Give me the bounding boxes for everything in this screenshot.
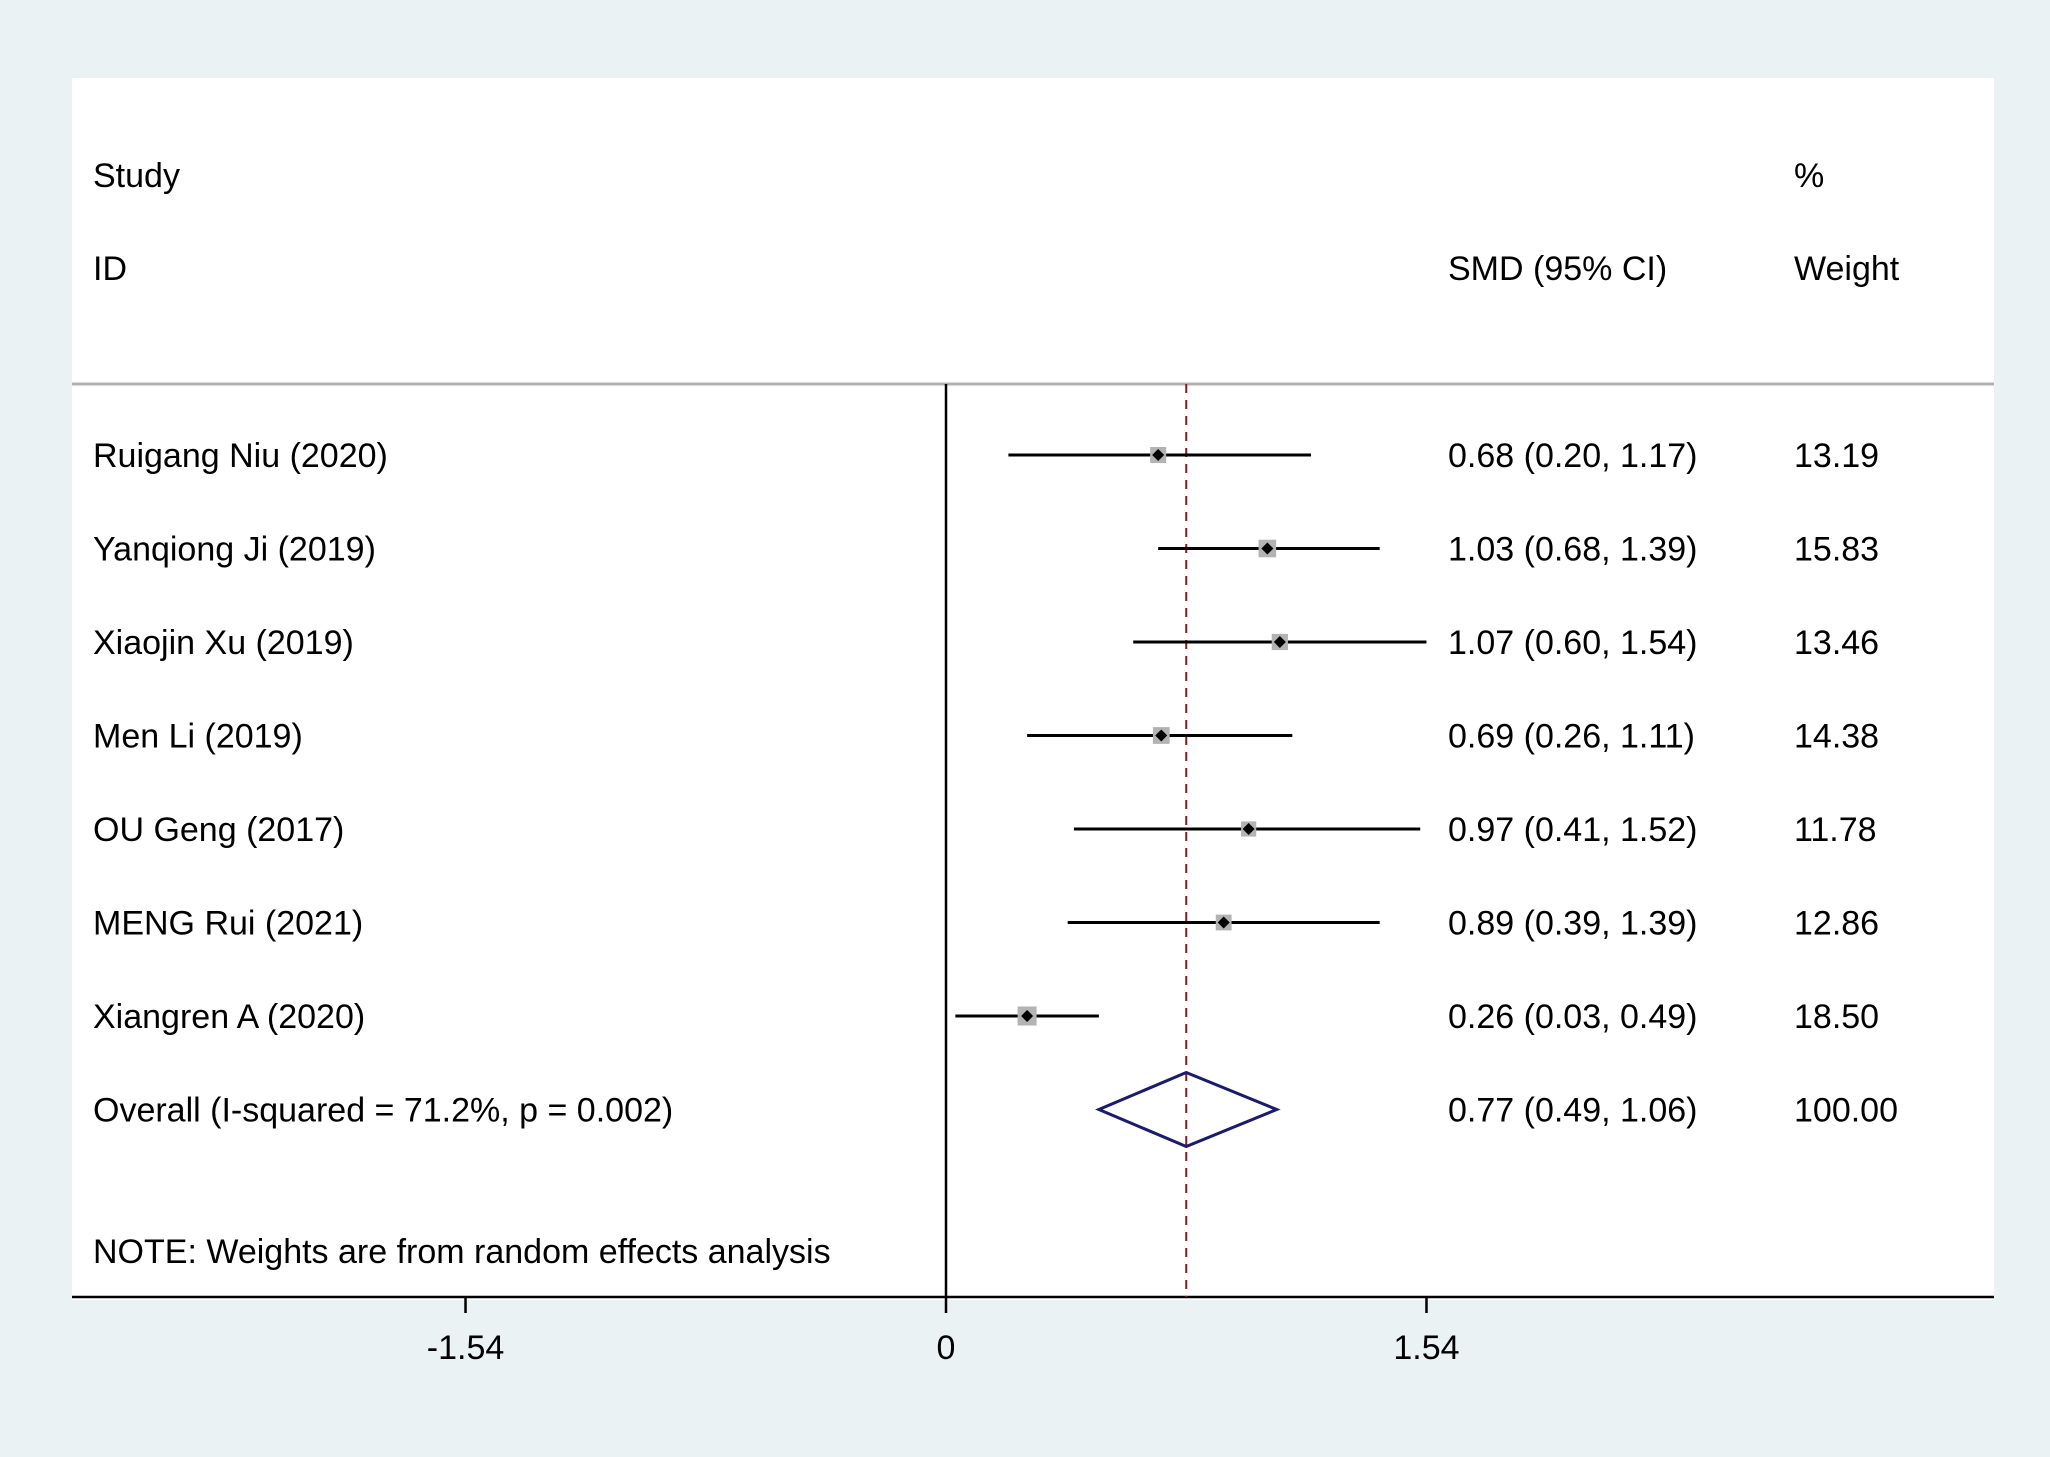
x-tick-label: -1.54 [427, 1329, 505, 1367]
study-weight-text: 18.50 [1794, 998, 1879, 1036]
study-label: MENG Rui (2021) [93, 905, 363, 943]
study-point-estimate [1217, 916, 1230, 929]
study-weight-text: 12.86 [1794, 905, 1879, 943]
study-label: OU Geng (2017) [93, 811, 344, 849]
study-weight-text: 11.78 [1794, 811, 1877, 849]
overall-label: Overall (I-squared = 71.2%, p = 0.002) [93, 1092, 673, 1130]
study-label: Xiangren A (2020) [93, 998, 365, 1036]
plot-panel [72, 78, 1994, 1300]
study-point-estimate [1273, 636, 1286, 648]
study-label: Xiaojin Xu (2019) [93, 624, 354, 662]
study-weight-text: 14.38 [1794, 718, 1879, 756]
study-ci-text: 0.69 (0.26, 1.11) [1448, 718, 1695, 756]
study-ci-text: 0.26 (0.03, 0.49) [1448, 998, 1698, 1036]
study-label: Yanqiong Ji (2019) [93, 531, 376, 569]
overall-diamond [1095, 1070, 1281, 1149]
study-point-estimate [1152, 449, 1165, 461]
study-ci-text: 0.89 (0.39, 1.39) [1448, 905, 1698, 943]
study-ci-text: 0.68 (0.20, 1.17) [1448, 437, 1698, 475]
study-ci-text: 0.97 (0.41, 1.52) [1448, 811, 1698, 849]
study-point-estimate [1021, 1010, 1034, 1022]
note-text: NOTE: Weights are from random effects an… [93, 1233, 831, 1271]
header-study-label: Study [93, 157, 180, 195]
x-tick-label: 1.54 [1393, 1329, 1459, 1367]
overall-weight-text: 100.00 [1794, 1092, 1898, 1130]
study-weight-text: 13.19 [1794, 437, 1879, 475]
study-point-estimate [1261, 542, 1274, 555]
header-weight-label: Weight [1794, 250, 1900, 288]
study-weight-text: 15.83 [1794, 531, 1879, 569]
study-point-estimate [1155, 729, 1168, 742]
header-id-label: ID [93, 250, 127, 288]
header: Study ID SMD (95% CI) % Weight [93, 157, 1900, 288]
study-label: Ruigang Niu (2020) [93, 437, 388, 475]
header-estimate-label: SMD (95% CI) [1448, 250, 1667, 288]
overall-ci-text: 0.77 (0.49, 1.06) [1448, 1092, 1698, 1130]
study-ci-text: 1.07 (0.60, 1.54) [1448, 624, 1698, 662]
header-weight-percent: % [1794, 157, 1824, 195]
plot-marks: -1.54 0 1.54 Ruigang Niu (2020) 0.68 (0.20, … [93, 384, 1898, 1367]
study-point-estimate [1242, 823, 1255, 835]
x-tick-label: 0 [937, 1329, 956, 1367]
study-weight-text: 13.46 [1794, 624, 1879, 662]
study-label: Men Li (2019) [93, 718, 303, 756]
study-ci-text: 1.03 (0.68, 1.39) [1448, 531, 1698, 569]
